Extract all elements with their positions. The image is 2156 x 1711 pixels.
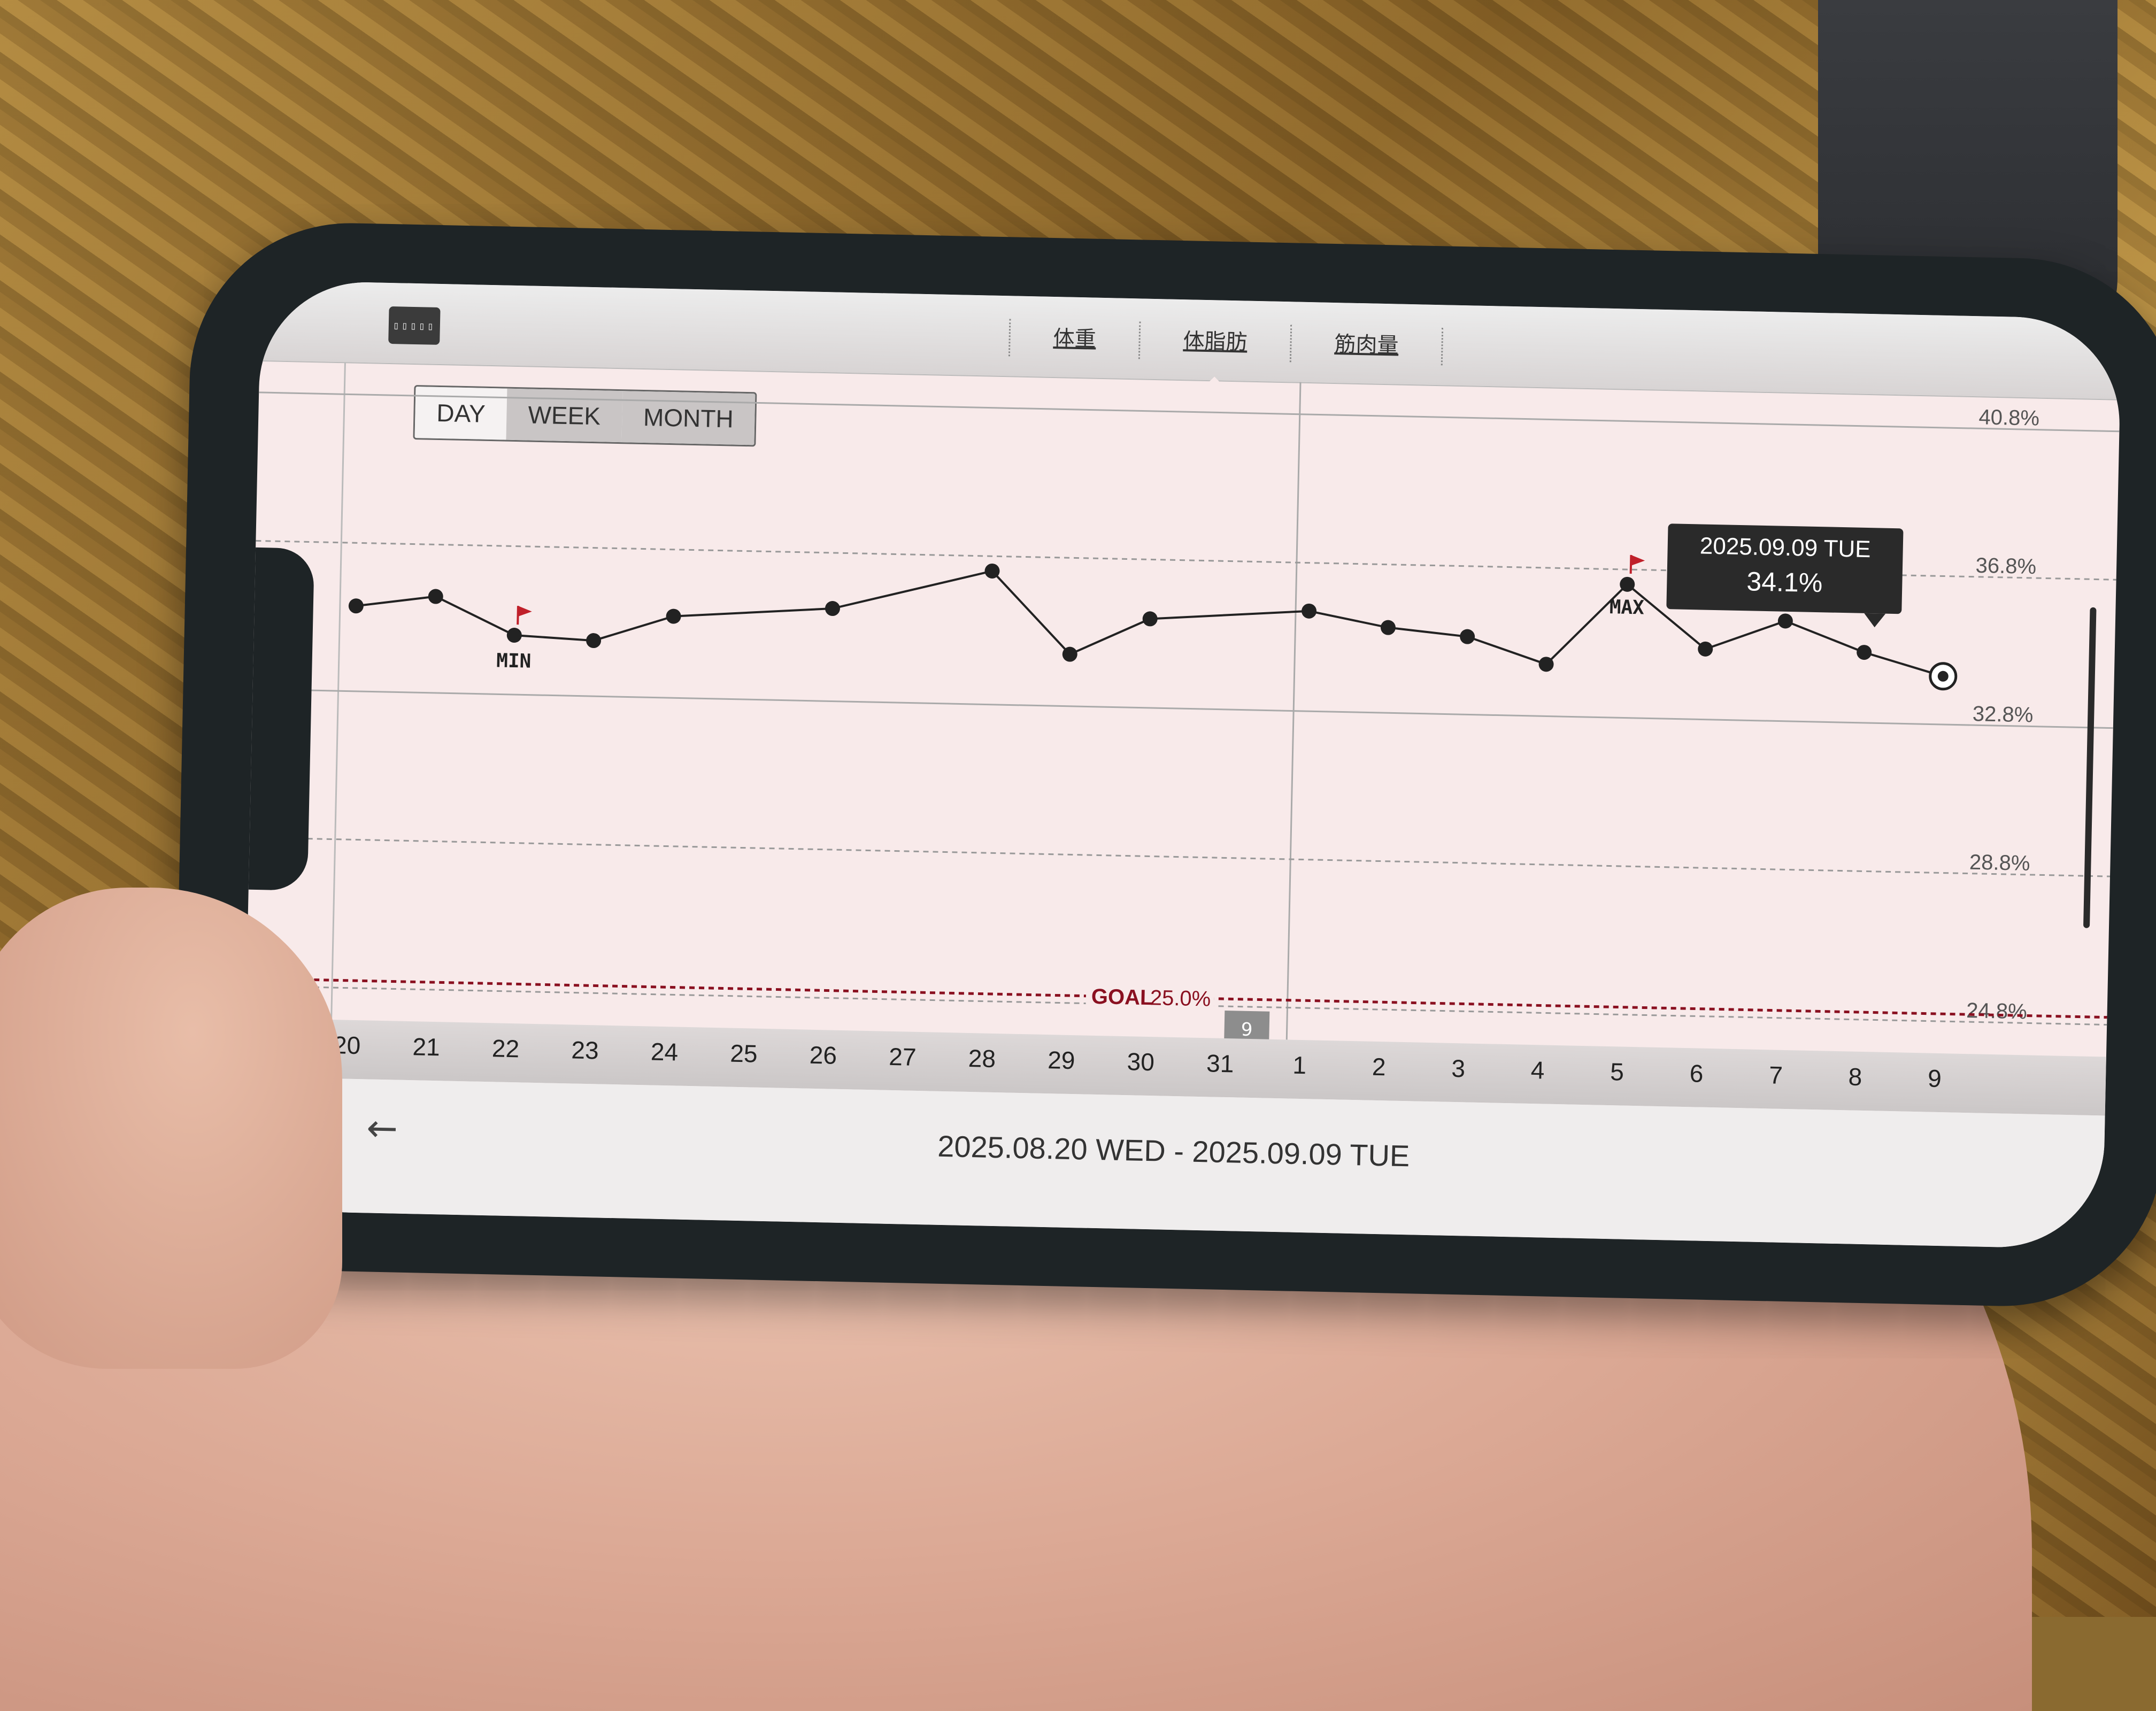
data-point	[1777, 613, 1793, 629]
y-gridline	[249, 836, 2111, 877]
phone-notch	[243, 547, 315, 891]
data-point	[1302, 603, 1317, 619]
x-tick-label[interactable]: 30	[1127, 1047, 1155, 1076]
data-point	[1698, 641, 1713, 657]
x-tick-label[interactable]: 1	[1292, 1051, 1307, 1080]
y-tick-label: 24.8%	[1966, 999, 2027, 1023]
x-tick-label[interactable]: 26	[809, 1041, 837, 1069]
x-tick-label[interactable]: 9	[1927, 1064, 1942, 1093]
x-tick-label[interactable]: 5	[1610, 1058, 1624, 1086]
data-point	[586, 633, 602, 649]
x-tick-label[interactable]: 21	[412, 1032, 441, 1061]
data-point	[1460, 629, 1475, 644]
goal-label: GOAL	[1091, 985, 1153, 1009]
x-tick-label[interactable]: 23	[571, 1036, 599, 1065]
data-point	[1620, 576, 1635, 592]
x-tick-label[interactable]: 28	[968, 1044, 996, 1073]
data-point	[666, 608, 681, 624]
x-tick-label[interactable]: 29	[1047, 1046, 1075, 1075]
data-point	[984, 563, 1000, 579]
metric-tabs: 体重 体脂肪 筋肉量	[1008, 316, 1444, 368]
x-tick-label[interactable]: 3	[1451, 1054, 1466, 1083]
app-screen: ▯▯▯▯▯ 体重 体脂肪 筋肉量 DAY WEEK MONTH 40.8% 36.…	[242, 280, 2122, 1250]
goal-line	[247, 977, 2107, 1019]
x-tick-label[interactable]: 25	[729, 1039, 758, 1068]
data-point	[506, 628, 522, 643]
annotation-max: MAX	[1609, 596, 1644, 619]
goal-label-bg	[1085, 976, 1215, 1009]
data-point	[1857, 645, 1872, 660]
date-range-label: 2025.08.20 WED - 2025.09.09 TUE	[937, 1129, 1410, 1173]
x-tick-label[interactable]: 22	[491, 1034, 520, 1063]
y-gridline	[246, 985, 2107, 1026]
y-gridline	[252, 688, 2113, 729]
data-point	[1538, 657, 1554, 672]
x-tick-label[interactable]: 4	[1530, 1056, 1545, 1084]
goal-value-label: 25.0%	[1150, 986, 1211, 1011]
data-point	[348, 598, 364, 614]
x-tick-label[interactable]: 6	[1689, 1059, 1704, 1088]
y-tick-label: 40.8%	[1978, 405, 2039, 430]
data-point	[825, 601, 840, 616]
tooltip-value: 34.1%	[1746, 566, 1823, 598]
y-tick-label: 28.8%	[1969, 851, 2030, 875]
value-tooltip: 2025.09.09 TUE 34.1%	[1666, 523, 1904, 614]
flag-icon	[518, 606, 532, 617]
data-point	[1142, 611, 1158, 627]
phone-frame: ▯▯▯▯▯ 体重 体脂肪 筋肉量 DAY WEEK MONTH 40.8% 36.…	[171, 220, 2156, 1309]
flag-icon	[1630, 554, 1645, 566]
x-tick-label[interactable]: 31	[1206, 1049, 1234, 1078]
tab-body-fat[interactable]: 体脂肪	[1138, 321, 1291, 363]
y-tick-label: 32.8%	[1972, 702, 2033, 727]
y-gridline	[259, 391, 2120, 433]
tooltip-date: 2025.09.09 TUE	[1699, 533, 1872, 563]
y-tick-label: 36.8%	[1975, 554, 2036, 579]
app-logo-icon[interactable]: ▯▯▯▯▯	[388, 306, 441, 345]
data-point	[1062, 646, 1077, 662]
x-tick-label[interactable]: 24	[650, 1037, 679, 1066]
annotation-min: MIN	[496, 650, 532, 672]
body-fat-line-chart[interactable]: 40.8% 36.8% 32.8% 28.8% 24.8% GOAL 25.0% MIN MA…	[246, 360, 2120, 1057]
data-point	[1380, 620, 1396, 635]
x-tick-label[interactable]: 2	[1372, 1052, 1387, 1081]
tab-muscle-mass[interactable]: 筋肉量	[1289, 325, 1444, 366]
x-tick-label[interactable]: 7	[1768, 1061, 1783, 1089]
x-tick-label[interactable]: 8	[1848, 1062, 1862, 1091]
background-thumb	[0, 888, 342, 1369]
series-line	[356, 569, 1944, 677]
x-tick-label[interactable]: 27	[888, 1042, 917, 1071]
data-point	[1937, 670, 1949, 682]
data-point	[428, 589, 443, 604]
tab-weight[interactable]: 体重	[1008, 319, 1139, 359]
